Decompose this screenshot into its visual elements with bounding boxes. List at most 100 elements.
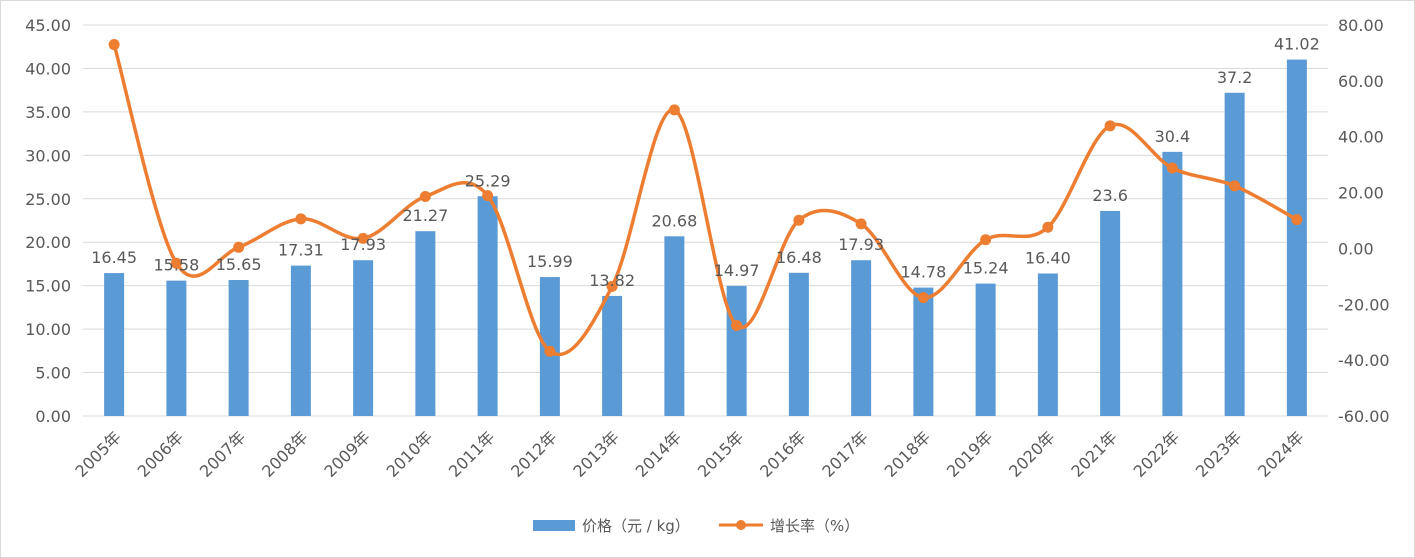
bar [913,287,934,416]
bar-value-label: 17.93 [340,235,386,254]
bar [1100,210,1121,416]
y-left-tick: 10.00 [25,320,71,339]
growth-point [1291,214,1303,226]
growth-point [419,190,431,202]
y-left-tick: 0.00 [35,407,71,426]
x-tick-label: 2006年 [134,427,188,481]
legend-price: 价格（元 / kg） [582,517,690,535]
y-right-tick: 80.00 [1338,16,1384,35]
bar-value-label: 14.97 [714,261,760,280]
growth-point [793,214,805,226]
bar [788,272,809,416]
bar-value-label: 30.4 [1155,127,1191,146]
y-right-tick: -40.00 [1338,351,1390,370]
growth-point [482,190,494,202]
growth-point [170,257,182,269]
y-left-tick: 35.00 [25,103,71,122]
y-left-tick: 40.00 [25,59,71,78]
x-tick-label: 2023年 [1192,427,1246,481]
growth-point [233,241,245,253]
growth-point [917,292,929,304]
y-right-tick: -60.00 [1338,407,1390,426]
x-tick-label: 2022年 [1130,427,1184,481]
bar [415,231,436,416]
bar [726,285,747,416]
y-left-tick: 20.00 [25,233,71,252]
bar [1162,151,1183,416]
bar-value-label: 13.82 [589,271,635,290]
growth-point [1104,120,1116,132]
growth-point [731,320,743,332]
growth-point [295,213,307,225]
legend-growth: 增长率（%） [770,517,859,535]
y-right-tick: 40.00 [1338,128,1384,147]
x-tick-label: 2015年 [694,427,748,481]
x-tick-label: 2024年 [1254,427,1308,481]
x-tick-label: 2020年 [1005,427,1059,481]
growth-point [357,232,369,244]
bar [1224,92,1245,417]
x-tick-label: 2011年 [445,427,499,481]
x-tick-label: 2016年 [756,427,810,481]
x-tick-label: 2021年 [1067,427,1121,481]
bar [602,295,623,416]
growth-point [1229,180,1241,192]
x-tick-label: 2014年 [632,427,686,481]
growth-point [1166,162,1178,174]
bar-value-label: 41.02 [1274,35,1320,54]
x-tick-label: 2013年 [569,427,623,481]
bar [1037,273,1058,416]
bar [851,260,872,416]
x-tick-label: 2018年 [881,427,935,481]
growth-point [606,280,618,292]
y-left-tick: 25.00 [25,190,71,209]
growth-point [1042,221,1054,233]
x-tick-label: 2012年 [507,427,561,481]
bar [477,196,498,416]
bar-value-label: 17.31 [278,241,324,260]
bar [104,273,125,416]
y-left-tick: 45.00 [25,16,71,35]
bar [290,265,311,416]
bar-value-label: 23.6 [1092,186,1128,205]
bar-value-label: 20.68 [651,211,697,230]
y-left-tick: 5.00 [35,364,71,383]
x-tick-label: 2008年 [258,427,312,481]
bar [975,283,996,416]
bar-value-label: 17.93 [838,235,884,254]
y-right-tick: 0.00 [1338,239,1374,258]
x-tick-label: 2007年 [196,427,250,481]
bar-value-label: 16.45 [91,248,137,267]
growth-point [108,39,120,51]
y-right-tick: 20.00 [1338,184,1384,203]
bar-value-label: 25.29 [465,171,511,190]
growth-point [980,234,992,246]
bar-value-label: 14.78 [900,263,946,282]
y-left-tick: 15.00 [25,277,71,296]
x-tick-label: 2005年 [71,427,125,481]
bar [353,260,374,416]
y-right-tick: 60.00 [1338,72,1384,91]
growth-point [855,218,867,230]
bar [664,236,685,416]
y-left-tick: 30.00 [25,146,71,165]
x-tick-label: 2009年 [320,427,374,481]
x-tick-label: 2019年 [943,427,997,481]
bar [1286,59,1307,416]
bar-value-label: 15.99 [527,252,573,271]
bar-value-label: 16.48 [776,248,822,267]
growth-point [668,104,680,116]
legend-line-marker [736,520,746,530]
legend-bar-swatch [533,520,575,531]
x-tick-label: 2010年 [383,427,437,481]
bar [166,280,187,416]
bar [228,280,249,416]
bar-value-label: 15.58 [153,256,199,275]
y-right-tick: -20.00 [1338,295,1390,314]
bar-value-label: 15.65 [216,255,262,274]
bar-value-label: 16.40 [1025,249,1071,268]
growth-point [544,345,556,357]
x-tick-label: 2017年 [818,427,872,481]
